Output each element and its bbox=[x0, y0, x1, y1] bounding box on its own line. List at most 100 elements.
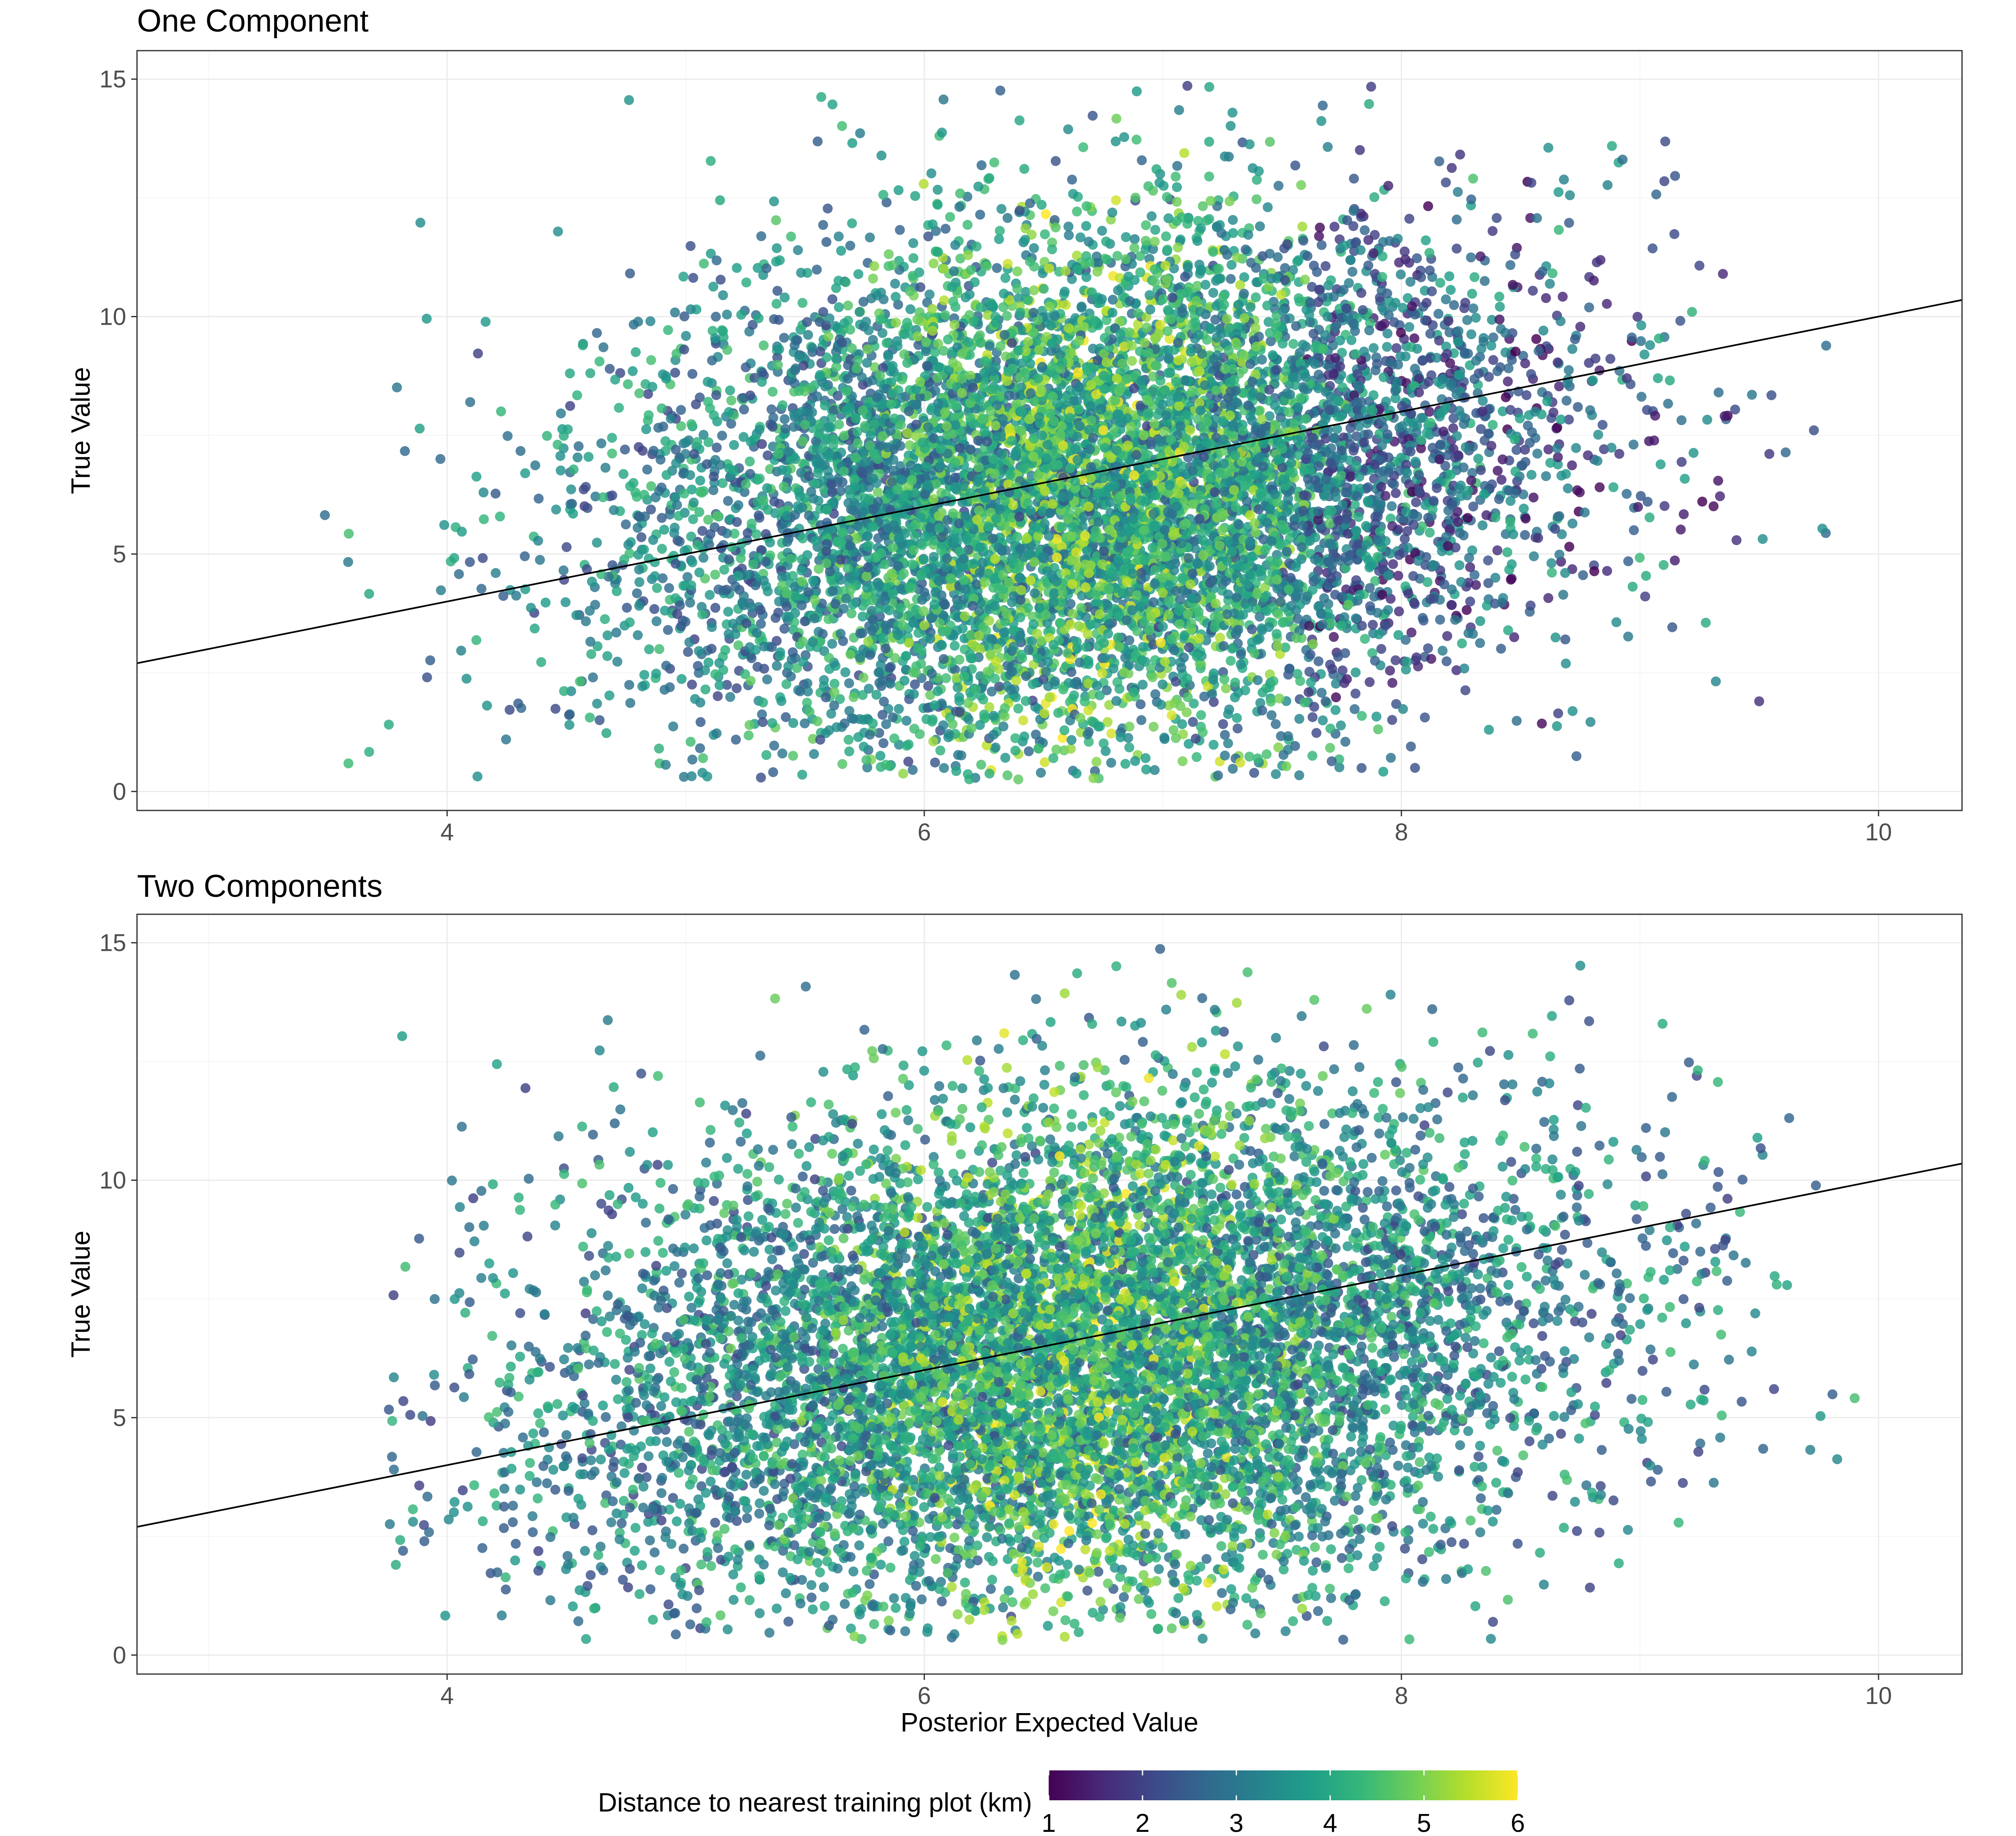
data-point bbox=[1731, 535, 1742, 545]
data-point bbox=[1598, 420, 1608, 430]
data-point bbox=[1556, 470, 1567, 481]
data-point bbox=[435, 454, 445, 464]
data-point bbox=[994, 681, 1004, 692]
data-point bbox=[559, 686, 569, 696]
data-point bbox=[588, 672, 598, 683]
data-point bbox=[1251, 194, 1262, 204]
data-point bbox=[586, 649, 597, 659]
data-point bbox=[607, 448, 617, 459]
data-point bbox=[1226, 656, 1236, 666]
data-point bbox=[439, 520, 450, 530]
data-point bbox=[769, 740, 779, 751]
data-point bbox=[1702, 414, 1713, 425]
data-point bbox=[1228, 215, 1238, 225]
data-point bbox=[963, 250, 973, 260]
data-point bbox=[1465, 562, 1475, 573]
data-point bbox=[1388, 559, 1398, 569]
data-point bbox=[1273, 742, 1284, 752]
data-point bbox=[1341, 584, 1351, 595]
data-point bbox=[754, 424, 765, 435]
data-point bbox=[1424, 527, 1435, 538]
data-point bbox=[919, 179, 929, 189]
data-point bbox=[1468, 501, 1478, 512]
data-point bbox=[1353, 421, 1364, 431]
data-point bbox=[581, 616, 591, 627]
data-point bbox=[748, 320, 758, 330]
data-point bbox=[1235, 280, 1245, 290]
data-point bbox=[910, 531, 920, 541]
data-point bbox=[1336, 370, 1346, 380]
data-point bbox=[1047, 237, 1057, 247]
data-point bbox=[559, 575, 569, 585]
data-point bbox=[471, 635, 482, 645]
data-point bbox=[1667, 622, 1678, 632]
data-point bbox=[1567, 344, 1578, 354]
data-point bbox=[585, 712, 595, 723]
data-point bbox=[1133, 319, 1143, 329]
data-point bbox=[1426, 654, 1436, 664]
data-point bbox=[983, 310, 993, 320]
data-point bbox=[975, 210, 985, 220]
data-point bbox=[687, 485, 697, 495]
data-point bbox=[1507, 328, 1517, 338]
data-point bbox=[726, 419, 736, 429]
data-point bbox=[664, 583, 674, 593]
data-point bbox=[1183, 262, 1193, 272]
data-point bbox=[1198, 201, 1208, 211]
data-point bbox=[1293, 614, 1303, 624]
data-point bbox=[1201, 215, 1212, 226]
data-point bbox=[1329, 221, 1340, 232]
data-point bbox=[925, 690, 935, 700]
data-point bbox=[1272, 629, 1282, 639]
data-point bbox=[1002, 213, 1013, 223]
data-point bbox=[598, 492, 608, 502]
data-point bbox=[1481, 510, 1492, 520]
data-point bbox=[1002, 770, 1013, 781]
data-point bbox=[1391, 343, 1402, 353]
data-point bbox=[938, 346, 949, 356]
data-point bbox=[1307, 585, 1318, 595]
data-point bbox=[1172, 182, 1182, 192]
data-point bbox=[844, 746, 854, 756]
data-point bbox=[1013, 703, 1023, 714]
data-point bbox=[1547, 268, 1558, 279]
data-point bbox=[855, 128, 865, 138]
data-point bbox=[1218, 291, 1228, 301]
data-point bbox=[802, 698, 812, 708]
data-point bbox=[1078, 142, 1089, 152]
data-point bbox=[777, 465, 788, 475]
data-point bbox=[1325, 618, 1335, 629]
data-point bbox=[530, 460, 541, 470]
data-point bbox=[1067, 174, 1077, 185]
data-point bbox=[1433, 308, 1443, 319]
data-point bbox=[1418, 413, 1428, 423]
data-point bbox=[656, 482, 667, 493]
data-point bbox=[708, 485, 719, 495]
data-point bbox=[1335, 361, 1345, 372]
data-point bbox=[1434, 335, 1444, 346]
data-point bbox=[1410, 363, 1420, 374]
data-point bbox=[384, 720, 394, 730]
data-point bbox=[741, 362, 751, 372]
data-point bbox=[1558, 590, 1568, 600]
data-point bbox=[1592, 456, 1603, 466]
data-point bbox=[697, 602, 707, 612]
data-point bbox=[600, 614, 610, 624]
data-point bbox=[1045, 626, 1056, 636]
data-point bbox=[687, 369, 697, 379]
data-point bbox=[706, 248, 716, 259]
data-point bbox=[800, 718, 810, 729]
data-point bbox=[1311, 728, 1321, 738]
data-point bbox=[634, 577, 645, 587]
data-point bbox=[1293, 255, 1304, 265]
data-point bbox=[731, 734, 741, 745]
data-point bbox=[691, 399, 701, 409]
data-point bbox=[343, 758, 354, 769]
data-point bbox=[717, 478, 728, 488]
data-point bbox=[1483, 578, 1493, 588]
data-point bbox=[1007, 597, 1017, 607]
data-point bbox=[1463, 485, 1473, 496]
data-point bbox=[1077, 590, 1087, 601]
data-point bbox=[1102, 717, 1113, 727]
